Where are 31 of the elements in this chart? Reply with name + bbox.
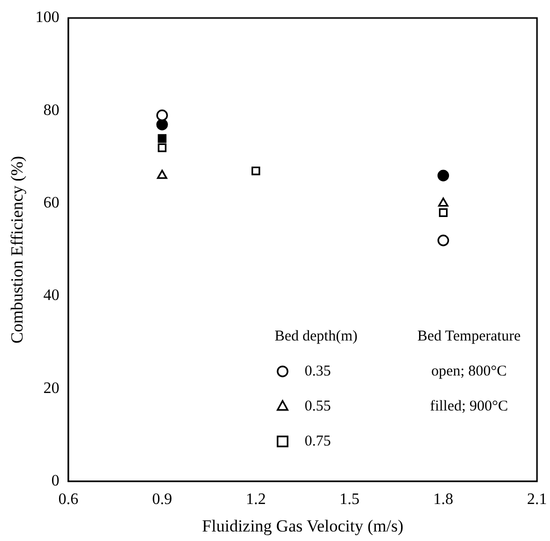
legend-label: 0.55 (304, 398, 331, 414)
point (158, 134, 166, 143)
x-tick-label: 0.6 (58, 491, 78, 508)
x-tick-label: 0.9 (152, 491, 172, 508)
point (156, 170, 168, 179)
x-tick-label: 2.1 (527, 491, 547, 508)
y-tick-label: 80 (43, 102, 60, 119)
annotation: open; 800°C (431, 363, 507, 380)
legend-label: 0.75 (304, 433, 331, 450)
y-axis-title: Combustion Efficiency (%) (8, 156, 27, 344)
point (438, 198, 448, 207)
point (156, 110, 168, 122)
legend-label: 0.35 (304, 363, 331, 380)
point (438, 208, 448, 217)
legend-title: Bed depth(m) (274, 328, 358, 344)
annotation: filled; 900°C (430, 398, 508, 414)
point (252, 166, 260, 176)
y-tick-label: 60 (43, 194, 60, 212)
x-tick-label: 1.8 (433, 491, 454, 508)
point (158, 143, 166, 152)
point (437, 234, 450, 246)
point (437, 170, 450, 182)
y-tick-label: 0 (51, 472, 60, 490)
y-tick-label: 40 (43, 287, 60, 304)
y-tick-label: 100 (35, 9, 60, 26)
y-tick-label: 20 (43, 380, 60, 397)
point (156, 118, 168, 130)
annotation: Bed Temperature (417, 328, 521, 344)
x-tick-label: 1.5 (340, 491, 360, 508)
x-tick-label: 1.2 (246, 491, 266, 508)
x-axis-title: Fluidizing Gas Velocity (m/s) (202, 516, 404, 536)
